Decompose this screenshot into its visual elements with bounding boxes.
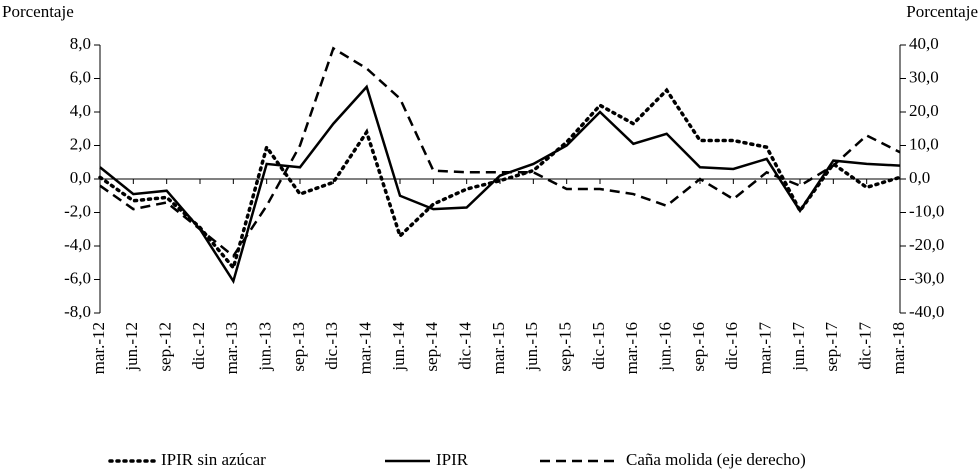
- series-line: [99, 46, 901, 258]
- x-tick-label: sep.-14: [422, 322, 441, 372]
- series-line: [99, 84, 901, 285]
- legend-label: IPIR sin azúcar: [161, 450, 266, 469]
- x-tick-label: dic.-17: [856, 322, 875, 370]
- x-tick-label: dic.-13: [322, 322, 341, 370]
- x-tick-label: sep.-16: [689, 322, 708, 372]
- y2-tick-label: 0,0: [909, 168, 930, 187]
- x-tick-label: mar.-14: [356, 322, 375, 375]
- legend-label: IPIR: [436, 450, 469, 469]
- x-tick-label: mar.-17: [756, 322, 775, 375]
- y-tick-label: -8,0: [64, 302, 91, 321]
- y2-axis-label: Porcentaje: [906, 2, 978, 21]
- x-tick-label: mar.-16: [622, 322, 641, 374]
- y-tick-label: 0,0: [70, 168, 91, 187]
- x-tick-label: sep.-13: [289, 322, 308, 372]
- y-tick-label: 6,0: [70, 67, 91, 86]
- x-tick-label: mar.-18: [889, 322, 908, 374]
- x-tick-label: jun.-17: [789, 322, 808, 372]
- y2-tick-label: -10,0: [909, 201, 944, 220]
- x-tick-label: mar.-15: [489, 322, 508, 374]
- y2-tick-label: -20,0: [909, 235, 944, 254]
- y-tick-label: 4,0: [70, 101, 91, 120]
- x-tick-label: sep.-17: [822, 322, 841, 372]
- x-tick-label: jun.-16: [656, 322, 675, 372]
- x-tick-label: dic.-14: [456, 322, 475, 370]
- x-tick-label: jun.-12: [122, 322, 141, 372]
- x-tick-label: jun.-15: [522, 322, 541, 372]
- legend-label: Caña molida (eje derecho): [626, 450, 806, 469]
- y2-tick-label: -30,0: [909, 268, 944, 287]
- y-tick-label: 2,0: [70, 134, 91, 153]
- y-tick-label: -4,0: [64, 235, 91, 254]
- x-tick-label: mar.-13: [222, 322, 241, 374]
- x-tick-label: dic.-15: [589, 322, 608, 370]
- y-tick-label: 8,0: [70, 34, 91, 53]
- x-tick-label: jun.-14: [389, 322, 408, 372]
- x-tick-label: sep.-15: [556, 322, 575, 372]
- y-tick-label: -6,0: [64, 268, 91, 287]
- x-tick-label: dic.-12: [189, 322, 208, 370]
- x-tick-label: sep.-12: [156, 322, 175, 372]
- y2-tick-label: -40,0: [909, 302, 944, 321]
- x-tick-label: dic.-16: [722, 322, 741, 370]
- y-tick-label: -2,0: [64, 201, 91, 220]
- y2-tick-label: 20,0: [909, 101, 939, 120]
- series-line: [98, 87, 902, 272]
- y2-tick-label: 40,0: [909, 34, 939, 53]
- y2-tick-label: 30,0: [909, 67, 939, 86]
- x-tick-label: mar.-12: [89, 322, 108, 374]
- y-axis-label: Porcentaje: [2, 2, 74, 21]
- x-tick-label: jun.-13: [256, 322, 275, 372]
- y2-tick-label: 10,0: [909, 134, 939, 153]
